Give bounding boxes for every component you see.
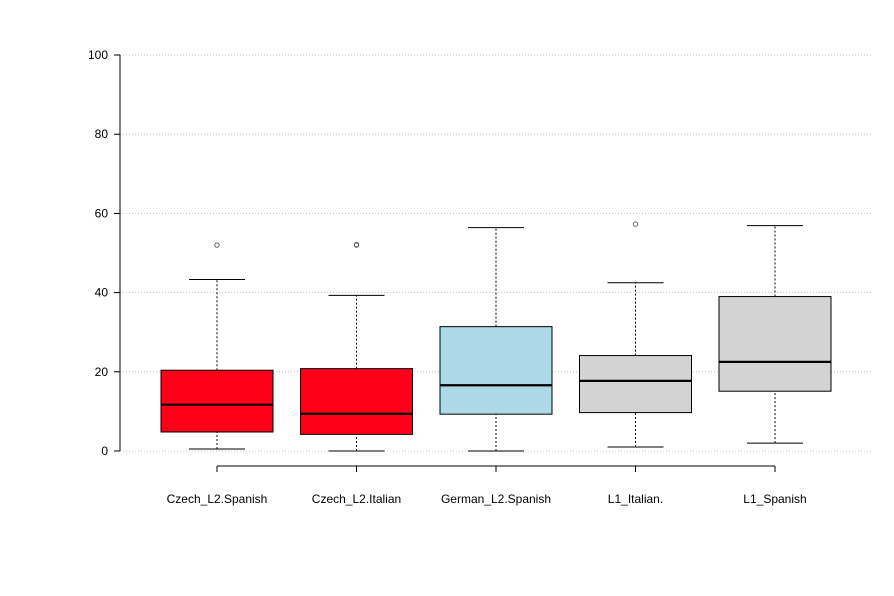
boxes bbox=[160, 221, 832, 452]
x-tick-label: Czech_L2.Spanish bbox=[167, 492, 268, 506]
iqr-box bbox=[439, 326, 553, 415]
iqr-box bbox=[579, 355, 692, 414]
x-tick-label: L1_Italian. bbox=[608, 492, 663, 506]
y-axis: 0 20 40 60 80 100 bbox=[88, 48, 121, 458]
outlier-point bbox=[214, 242, 220, 248]
iqr-box bbox=[718, 296, 832, 392]
box-2 bbox=[439, 227, 553, 452]
box-0 bbox=[160, 242, 274, 450]
y-tick-label: 100 bbox=[88, 48, 108, 62]
y-tick-label: 60 bbox=[95, 206, 109, 220]
outlier-point bbox=[353, 242, 360, 248]
iqr-box bbox=[300, 368, 413, 435]
box-4 bbox=[718, 225, 832, 444]
y-ticks: 0 20 40 60 80 100 bbox=[88, 48, 120, 458]
box-3 bbox=[579, 221, 692, 448]
x-tick-label: L1_Spanish bbox=[743, 492, 806, 506]
y-tick-label: 0 bbox=[101, 444, 108, 458]
x-tick-label: Czech_L2.Italian bbox=[312, 492, 401, 506]
y-tick-label: 20 bbox=[95, 365, 109, 379]
iqr-box bbox=[160, 369, 274, 433]
y-tick-label: 40 bbox=[95, 286, 109, 300]
x-ticks: Czech_L2.Spanish Czech_L2.Italian German_L… bbox=[167, 466, 807, 506]
x-tick-label: German_L2.Spanish bbox=[441, 492, 551, 506]
box-1 bbox=[300, 242, 413, 452]
y-tick-label: 80 bbox=[95, 127, 109, 141]
x-axis: Czech_L2.Spanish Czech_L2.Italian German_L… bbox=[167, 465, 807, 506]
outlier-point bbox=[632, 221, 639, 227]
